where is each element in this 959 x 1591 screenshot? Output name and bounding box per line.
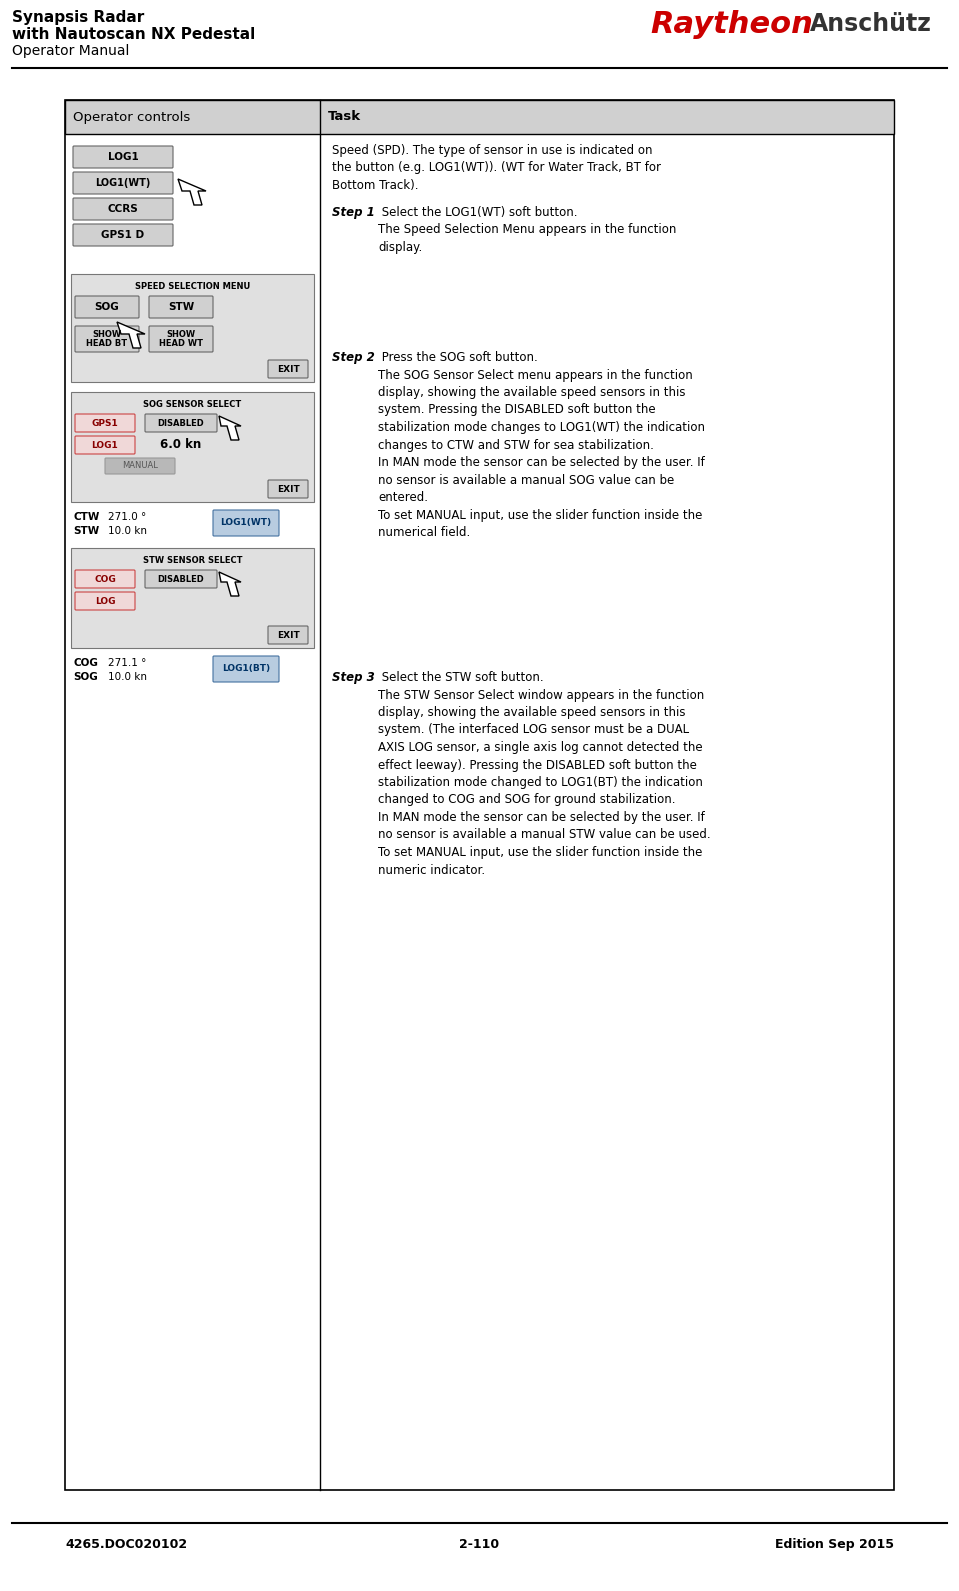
FancyBboxPatch shape	[105, 458, 175, 474]
Text: EXIT: EXIT	[276, 364, 299, 374]
Text: Step 3: Step 3	[332, 671, 375, 684]
FancyBboxPatch shape	[73, 146, 173, 169]
Text: LOG1(WT): LOG1(WT)	[95, 178, 151, 188]
FancyBboxPatch shape	[268, 480, 308, 498]
Text: Step 1: Step 1	[332, 205, 375, 220]
FancyBboxPatch shape	[75, 326, 139, 352]
Text: Speed (SPD). The type of sensor in use is indicated on
the button (e.g. LOG1(WT): Speed (SPD). The type of sensor in use i…	[332, 145, 661, 193]
Text: 10.0 kn: 10.0 kn	[108, 527, 147, 536]
Bar	[71, 274, 314, 382]
Text: EXIT: EXIT	[276, 485, 299, 493]
Text: Operator Manual: Operator Manual	[12, 45, 129, 57]
Text: EXIT: EXIT	[276, 630, 299, 640]
Text: Select the STW soft button.
The STW Sensor Select window appears in the function: Select the STW soft button. The STW Sens…	[378, 671, 711, 877]
Bar	[65, 100, 894, 134]
Text: STW: STW	[73, 527, 99, 536]
Text: STW: STW	[168, 302, 194, 312]
Text: Step 2: Step 2	[332, 352, 375, 364]
FancyBboxPatch shape	[213, 511, 279, 536]
Text: Edition Sep 2015: Edition Sep 2015	[775, 1538, 894, 1551]
FancyBboxPatch shape	[213, 655, 279, 683]
Polygon shape	[219, 415, 241, 441]
FancyBboxPatch shape	[145, 414, 217, 433]
Text: COG: COG	[94, 574, 116, 584]
Text: 2-110: 2-110	[459, 1538, 499, 1551]
Text: SHOW
HEAD BT: SHOW HEAD BT	[86, 329, 128, 348]
Text: 4265.DOC020102: 4265.DOC020102	[65, 1538, 187, 1551]
Bar	[71, 391, 314, 503]
FancyBboxPatch shape	[75, 414, 135, 433]
Text: Press the SOG soft button.
The SOG Sensor Select menu appears in the function
di: Press the SOG soft button. The SOG Senso…	[378, 352, 705, 539]
Text: MANUAL: MANUAL	[122, 461, 158, 471]
Polygon shape	[117, 321, 145, 348]
Text: DISABLED: DISABLED	[157, 418, 204, 428]
Text: LOG1: LOG1	[92, 441, 118, 450]
Text: Anschütz: Anschütz	[810, 13, 932, 37]
Bar	[65, 100, 894, 1491]
Text: 6.0 kn: 6.0 kn	[160, 438, 201, 450]
FancyBboxPatch shape	[145, 570, 217, 589]
Text: 271.1 °: 271.1 °	[108, 659, 147, 668]
FancyBboxPatch shape	[75, 296, 139, 318]
Text: SPEED SELECTION MENU: SPEED SELECTION MENU	[135, 282, 250, 291]
Text: SOG: SOG	[95, 302, 119, 312]
Polygon shape	[178, 180, 206, 205]
Text: SOG SENSOR SELECT: SOG SENSOR SELECT	[144, 399, 242, 409]
Text: SHOW
HEAD WT: SHOW HEAD WT	[159, 329, 203, 348]
FancyBboxPatch shape	[268, 360, 308, 379]
Text: GPS1: GPS1	[92, 418, 118, 428]
Text: Operator controls: Operator controls	[73, 110, 190, 124]
Text: 271.0 °: 271.0 °	[108, 512, 147, 522]
Text: Synapsis Radar: Synapsis Radar	[12, 10, 144, 25]
Text: LOG1(WT): LOG1(WT)	[221, 519, 271, 528]
FancyBboxPatch shape	[75, 436, 135, 453]
FancyBboxPatch shape	[73, 172, 173, 194]
FancyBboxPatch shape	[73, 224, 173, 247]
Polygon shape	[219, 573, 241, 597]
Bar	[71, 547, 314, 648]
Text: Raytheon: Raytheon	[650, 10, 813, 40]
Text: DISABLED: DISABLED	[157, 574, 204, 584]
Text: LOG1(BT): LOG1(BT)	[222, 665, 270, 673]
FancyBboxPatch shape	[149, 296, 213, 318]
FancyBboxPatch shape	[149, 326, 213, 352]
FancyBboxPatch shape	[75, 570, 135, 589]
FancyBboxPatch shape	[75, 592, 135, 609]
FancyBboxPatch shape	[268, 625, 308, 644]
Text: SOG: SOG	[73, 671, 98, 683]
Text: GPS1 D: GPS1 D	[102, 231, 145, 240]
Text: COG: COG	[73, 659, 98, 668]
Text: CTW: CTW	[73, 512, 100, 522]
Text: LOG: LOG	[95, 597, 115, 606]
Text: with Nautoscan NX Pedestal: with Nautoscan NX Pedestal	[12, 27, 255, 41]
Text: Select the LOG1(WT) soft button.
The Speed Selection Menu appears in the functio: Select the LOG1(WT) soft button. The Spe…	[378, 205, 676, 255]
Text: Task: Task	[328, 110, 362, 124]
FancyBboxPatch shape	[73, 197, 173, 220]
Text: LOG1: LOG1	[107, 153, 138, 162]
Text: CCRS: CCRS	[107, 204, 138, 215]
Text: STW SENSOR SELECT: STW SENSOR SELECT	[143, 555, 243, 565]
Text: 10.0 kn: 10.0 kn	[108, 671, 147, 683]
